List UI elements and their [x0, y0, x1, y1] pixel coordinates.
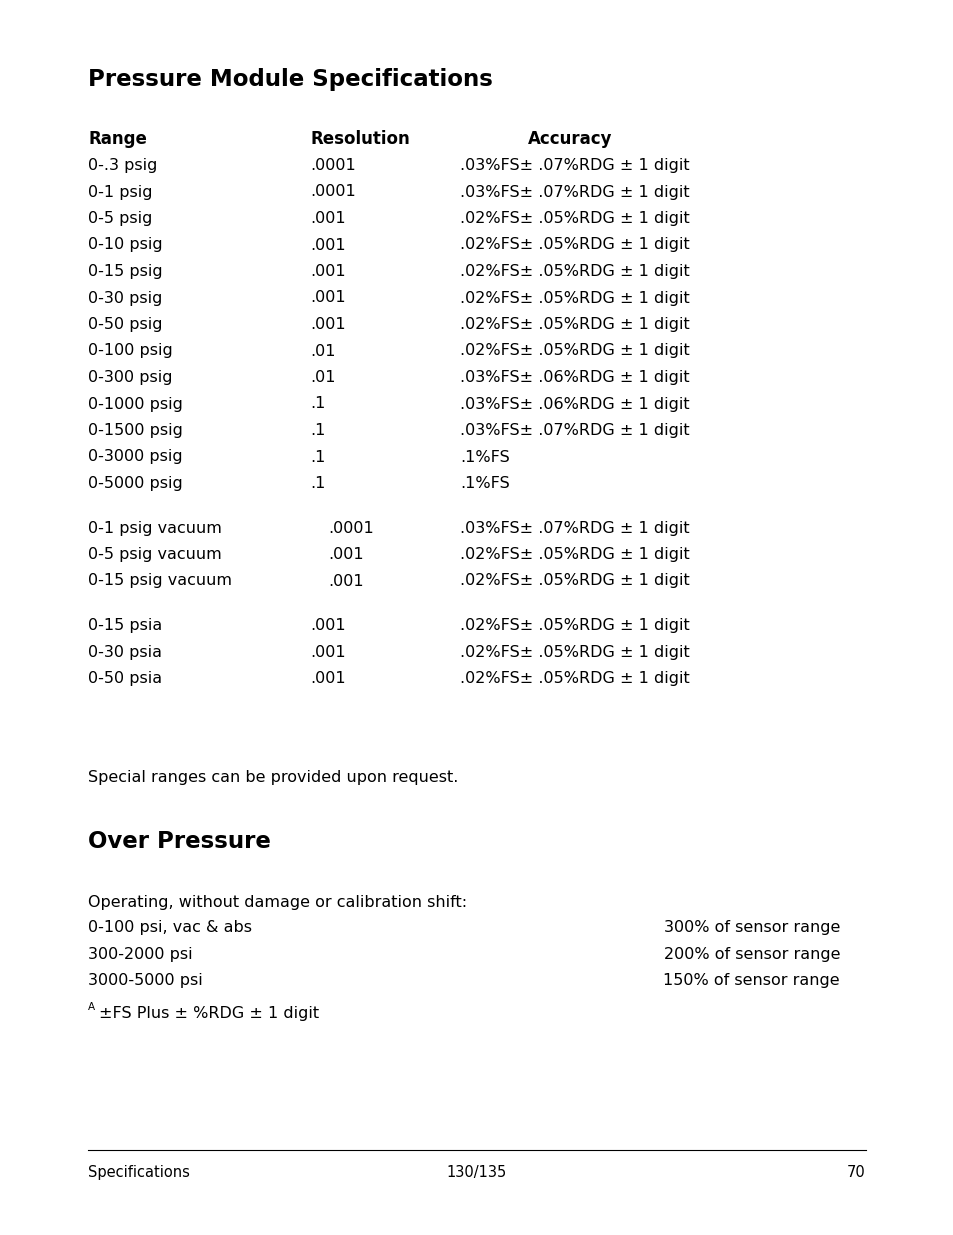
Text: .001: .001 — [310, 645, 345, 659]
Text: Resolution: Resolution — [310, 130, 410, 148]
Text: .02%FS± .05%RDG ± 1 digit: .02%FS± .05%RDG ± 1 digit — [459, 645, 689, 659]
Text: .001: .001 — [328, 573, 363, 589]
Text: 0-.3 psig: 0-.3 psig — [88, 158, 157, 173]
Text: .03%FS± .07%RDG ± 1 digit: .03%FS± .07%RDG ± 1 digit — [459, 158, 689, 173]
Text: .1: .1 — [310, 475, 325, 492]
Text: 0-5 psig vacuum: 0-5 psig vacuum — [88, 547, 221, 562]
Text: .0001: .0001 — [310, 158, 355, 173]
Text: 0-300 psig: 0-300 psig — [88, 370, 172, 385]
Text: Specifications: Specifications — [88, 1165, 190, 1179]
Text: 0-10 psig: 0-10 psig — [88, 237, 162, 252]
Text: 300-2000 psi: 300-2000 psi — [88, 946, 193, 962]
Text: .1: .1 — [310, 424, 325, 438]
Text: A: A — [88, 1002, 95, 1011]
Text: 3000-5000 psi: 3000-5000 psi — [88, 973, 203, 988]
Text: .02%FS± .05%RDG ± 1 digit: .02%FS± .05%RDG ± 1 digit — [459, 618, 689, 634]
Text: .03%FS± .07%RDG ± 1 digit: .03%FS± .07%RDG ± 1 digit — [459, 520, 689, 536]
Text: Over Pressure: Over Pressure — [88, 830, 271, 853]
Text: .01: .01 — [310, 343, 335, 358]
Text: .02%FS± .05%RDG ± 1 digit: .02%FS± .05%RDG ± 1 digit — [459, 237, 689, 252]
Text: 0-15 psig vacuum: 0-15 psig vacuum — [88, 573, 232, 589]
Text: 200% of sensor range: 200% of sensor range — [662, 946, 840, 962]
Text: .1: .1 — [310, 396, 325, 411]
Text: .1%FS: .1%FS — [459, 475, 509, 492]
Text: 150% of sensor range: 150% of sensor range — [662, 973, 840, 988]
Text: 0-30 psig: 0-30 psig — [88, 290, 162, 305]
Text: 0-50 psig: 0-50 psig — [88, 317, 162, 332]
Text: Operating, without damage or calibration shift:: Operating, without damage or calibration… — [88, 895, 467, 910]
Text: .03%FS± .07%RDG ± 1 digit: .03%FS± .07%RDG ± 1 digit — [459, 184, 689, 200]
Text: 0-1000 psig: 0-1000 psig — [88, 396, 183, 411]
Text: 300% of sensor range: 300% of sensor range — [663, 920, 840, 935]
Text: 0-5 psig: 0-5 psig — [88, 211, 152, 226]
Text: .03%FS± .06%RDG ± 1 digit: .03%FS± .06%RDG ± 1 digit — [459, 370, 689, 385]
Text: 0-1 psig vacuum: 0-1 psig vacuum — [88, 520, 222, 536]
Text: .001: .001 — [310, 317, 345, 332]
Text: 70: 70 — [846, 1165, 865, 1179]
Text: .01: .01 — [310, 370, 335, 385]
Text: .03%FS± .07%RDG ± 1 digit: .03%FS± .07%RDG ± 1 digit — [459, 424, 689, 438]
Text: 0-5000 psig: 0-5000 psig — [88, 475, 183, 492]
Text: 0-3000 psig: 0-3000 psig — [88, 450, 182, 464]
Text: .1: .1 — [310, 450, 325, 464]
Text: .02%FS± .05%RDG ± 1 digit: .02%FS± .05%RDG ± 1 digit — [459, 671, 689, 685]
Text: .02%FS± .05%RDG ± 1 digit: .02%FS± .05%RDG ± 1 digit — [459, 317, 689, 332]
Text: 0-100 psi, vac & abs: 0-100 psi, vac & abs — [88, 920, 252, 935]
Text: ±FS Plus ± %RDG ± 1 digit: ±FS Plus ± %RDG ± 1 digit — [99, 1007, 319, 1021]
Text: 0-1 psig: 0-1 psig — [88, 184, 152, 200]
Text: .1%FS: .1%FS — [459, 450, 509, 464]
Text: .02%FS± .05%RDG ± 1 digit: .02%FS± .05%RDG ± 1 digit — [459, 290, 689, 305]
Text: 0-50 psia: 0-50 psia — [88, 671, 162, 685]
Text: .001: .001 — [328, 547, 363, 562]
Text: .001: .001 — [310, 618, 345, 634]
Text: 130/135: 130/135 — [446, 1165, 507, 1179]
Text: .02%FS± .05%RDG ± 1 digit: .02%FS± .05%RDG ± 1 digit — [459, 264, 689, 279]
Text: .02%FS± .05%RDG ± 1 digit: .02%FS± .05%RDG ± 1 digit — [459, 343, 689, 358]
Text: .001: .001 — [310, 237, 345, 252]
Text: 0-1500 psig: 0-1500 psig — [88, 424, 183, 438]
Text: .03%FS± .06%RDG ± 1 digit: .03%FS± .06%RDG ± 1 digit — [459, 396, 689, 411]
Text: Special ranges can be provided upon request.: Special ranges can be provided upon requ… — [88, 769, 457, 785]
Text: .001: .001 — [310, 671, 345, 685]
Text: 0-100 psig: 0-100 psig — [88, 343, 172, 358]
Text: .02%FS± .05%RDG ± 1 digit: .02%FS± .05%RDG ± 1 digit — [459, 573, 689, 589]
Text: 0-15 psig: 0-15 psig — [88, 264, 162, 279]
Text: 0-30 psia: 0-30 psia — [88, 645, 162, 659]
Text: .0001: .0001 — [310, 184, 355, 200]
Text: .001: .001 — [310, 211, 345, 226]
Text: Pressure Module Specifications: Pressure Module Specifications — [88, 68, 493, 91]
Text: 0-15 psia: 0-15 psia — [88, 618, 162, 634]
Text: .02%FS± .05%RDG ± 1 digit: .02%FS± .05%RDG ± 1 digit — [459, 211, 689, 226]
Text: Range: Range — [88, 130, 147, 148]
Text: Accuracy: Accuracy — [527, 130, 612, 148]
Text: .0001: .0001 — [328, 520, 374, 536]
Text: .001: .001 — [310, 290, 345, 305]
Text: .001: .001 — [310, 264, 345, 279]
Text: .02%FS± .05%RDG ± 1 digit: .02%FS± .05%RDG ± 1 digit — [459, 547, 689, 562]
